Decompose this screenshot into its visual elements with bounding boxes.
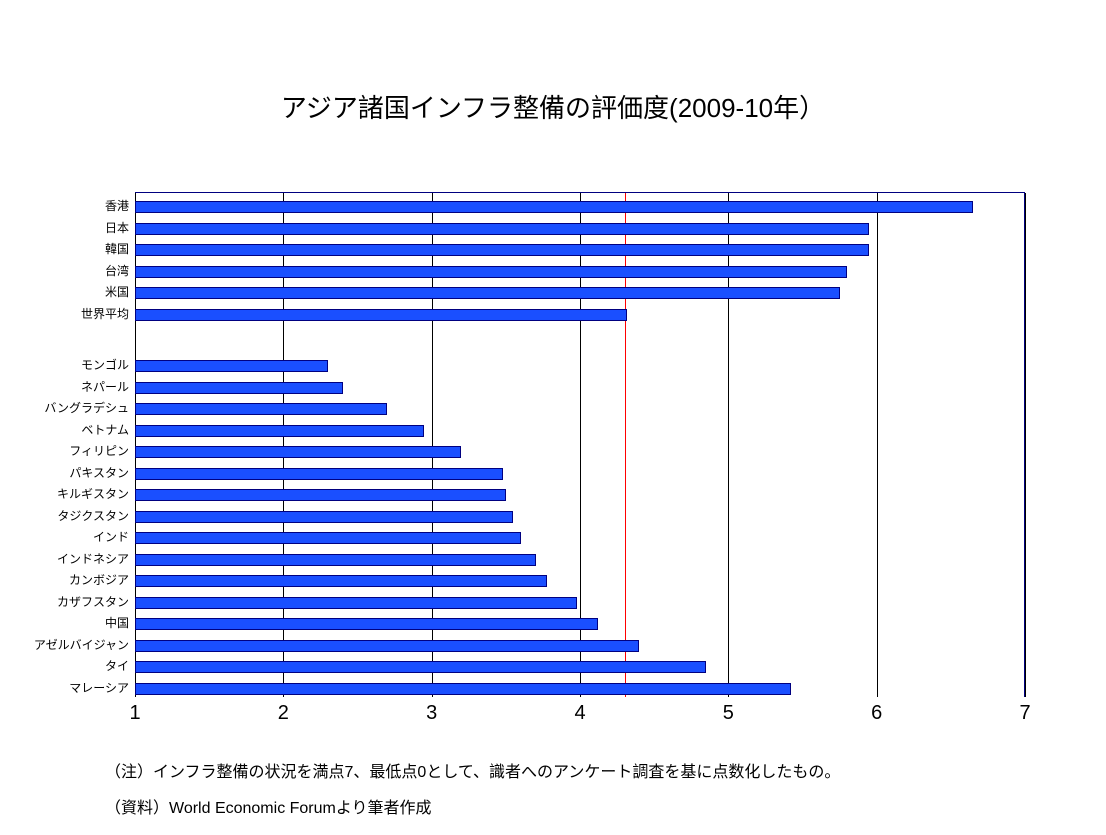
y-tick-label: タイ <box>0 660 129 672</box>
bar <box>135 640 639 652</box>
bar <box>135 446 461 458</box>
y-tick-label: マレーシア <box>0 682 129 694</box>
y-tick-label: 米国 <box>0 286 129 298</box>
y-tick-label: モンゴル <box>0 359 129 371</box>
bar <box>135 597 577 609</box>
y-tick-label: インド <box>0 531 129 543</box>
bar <box>135 468 503 480</box>
y-tick-label: フィリピン <box>0 445 129 457</box>
footnote-2: （資料）World Economic Forumより筆者作成 <box>105 794 432 818</box>
y-tick-label: 台湾 <box>0 265 129 277</box>
x-tick-label: 7 <box>1005 702 1045 725</box>
bar <box>135 489 506 501</box>
gridline <box>1025 193 1026 697</box>
bar <box>135 287 840 299</box>
bar <box>135 532 521 544</box>
y-tick-label: 韓国 <box>0 243 129 255</box>
y-tick-label: カンボジア <box>0 574 129 586</box>
bar <box>135 382 343 394</box>
footnote-1: （注）インフラ整備の状況を満点7、最低点0として、識者へのアンケート調査を基に点… <box>105 758 840 782</box>
bar <box>135 575 547 587</box>
x-tick-label: 5 <box>708 702 748 725</box>
x-tick-label: 1 <box>115 702 155 725</box>
bar <box>135 201 973 213</box>
bar <box>135 618 598 630</box>
x-tick-label: 4 <box>560 702 600 725</box>
y-tick-label: インドネシア <box>0 553 129 565</box>
gridline <box>877 193 878 697</box>
y-tick-label: ネパール <box>0 381 129 393</box>
bar <box>135 360 328 372</box>
bar <box>135 266 847 278</box>
bar <box>135 403 387 415</box>
bar <box>135 683 791 695</box>
chart-plot <box>135 193 1024 697</box>
y-tick-label: タジクスタン <box>0 510 129 522</box>
bar <box>135 425 424 437</box>
y-tick-label: 世界平均 <box>0 308 129 320</box>
y-tick-label: パキスタン <box>0 467 129 479</box>
bar <box>135 661 706 673</box>
bar <box>135 511 513 523</box>
y-tick-label: キルギスタン <box>0 488 129 500</box>
y-tick-label: バングラデシュ <box>0 402 129 414</box>
bar <box>135 554 536 566</box>
chart-plot-area <box>135 192 1025 697</box>
x-tick-label: 6 <box>857 702 897 725</box>
bar <box>135 244 869 256</box>
bar <box>135 309 627 321</box>
chart-title: アジア諸国インフラ整備の評価度(2009-10年） <box>0 88 1106 125</box>
x-tick-label: 3 <box>412 702 452 725</box>
y-tick-label: ベトナム <box>0 424 129 436</box>
x-tick-label: 2 <box>263 702 303 725</box>
y-tick-label: 日本 <box>0 222 129 234</box>
bar <box>135 223 869 235</box>
y-tick-label: 中国 <box>0 617 129 629</box>
y-tick-label: 香港 <box>0 200 129 212</box>
y-tick-label: カザフスタン <box>0 596 129 608</box>
y-tick-label: アゼルバイジャン <box>0 639 129 651</box>
